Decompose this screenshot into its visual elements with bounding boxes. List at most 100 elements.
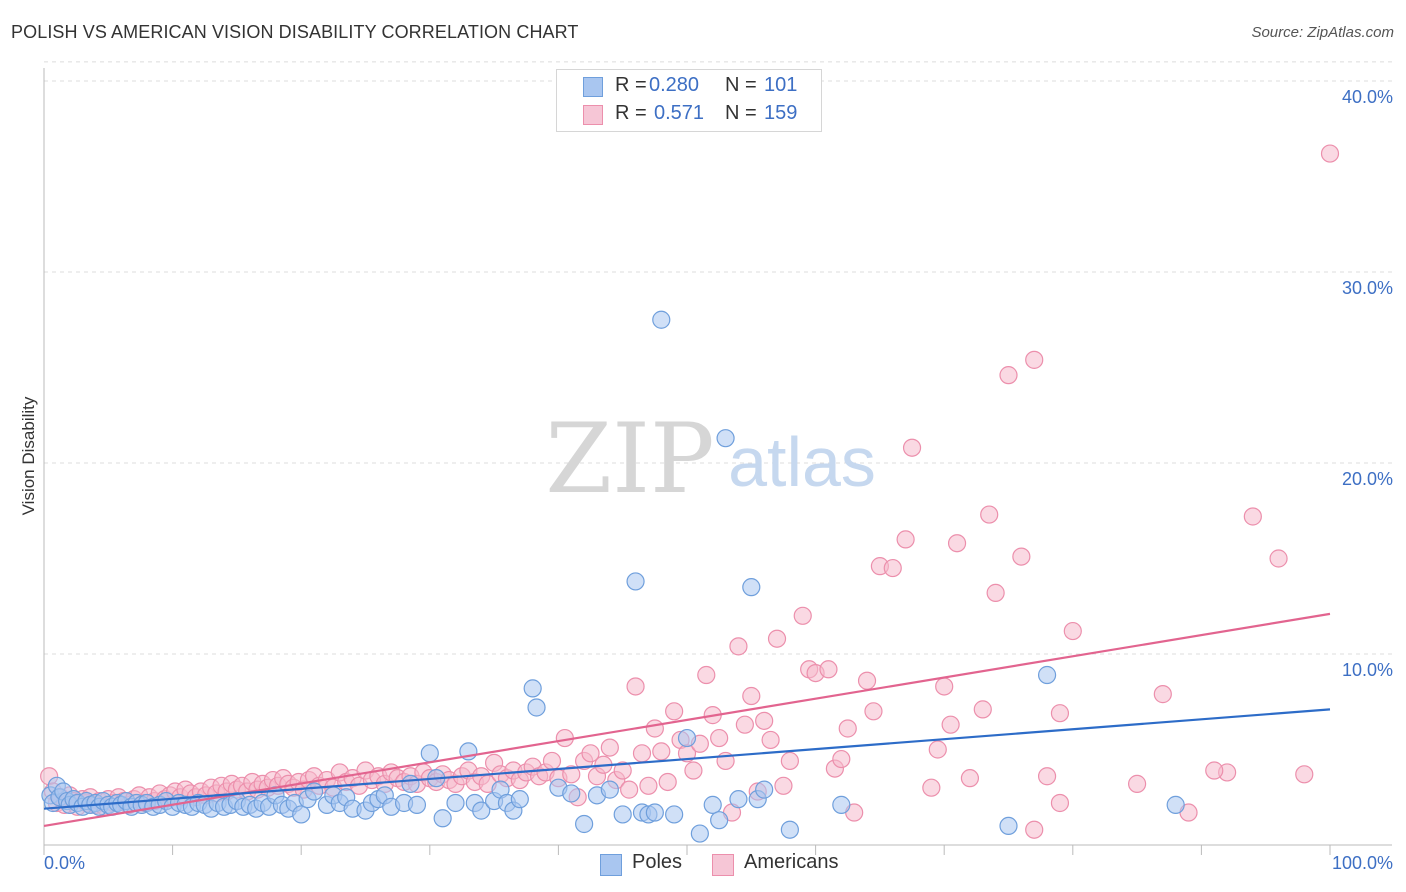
poles-point-49 bbox=[304, 782, 324, 801]
poles-point-81 bbox=[600, 780, 619, 799]
americans-point-134 bbox=[832, 749, 851, 769]
americans-point-138 bbox=[864, 702, 883, 721]
americans-point-150 bbox=[980, 505, 999, 524]
poles-point-95 bbox=[742, 578, 761, 597]
poles-point-101 bbox=[1037, 665, 1057, 685]
americans-point-155 bbox=[1037, 767, 1057, 786]
americans-point-151 bbox=[986, 583, 1005, 602]
tick-label-layer: 10.0% 20.0% 30.0% 40.0% 0.0% 100.0% bbox=[44, 87, 1393, 873]
americans-point-102 bbox=[613, 761, 632, 780]
americans-point-154 bbox=[1025, 350, 1044, 369]
poles-point-88 bbox=[665, 805, 684, 824]
americans-point-140 bbox=[883, 558, 902, 578]
americans-point-137 bbox=[857, 671, 877, 690]
americans-point-109 bbox=[658, 772, 677, 792]
poles-point-99 bbox=[832, 795, 851, 814]
americans-point-103 bbox=[620, 780, 639, 799]
americans-point-164 bbox=[1320, 144, 1340, 163]
americans-point-129 bbox=[793, 606, 812, 625]
americans-point-128 bbox=[780, 751, 799, 771]
americans-point-132 bbox=[819, 660, 838, 679]
americans-point-166 bbox=[1050, 793, 1070, 813]
legend-row-poles: R = 0.280 N = 101 bbox=[557, 72, 821, 100]
americans-point-145 bbox=[935, 677, 954, 696]
americans-point-106 bbox=[639, 776, 658, 795]
x-tick-label-1: 100.0% bbox=[1332, 853, 1393, 873]
poles-point-90 bbox=[690, 824, 709, 843]
americans-point-158 bbox=[1127, 774, 1147, 793]
poles-trend-line bbox=[43, 708, 1331, 810]
poles-point-65 bbox=[433, 809, 452, 828]
americans-point-157 bbox=[1063, 621, 1082, 641]
poles-r-value: 0.280 bbox=[649, 74, 700, 96]
stats-legend: R = 0.280 N = 101 R = 0.571 N = 159 bbox=[556, 69, 822, 132]
americans-n-value: 159 bbox=[764, 102, 798, 124]
americans-point-144 bbox=[928, 740, 947, 759]
americans-swatch bbox=[583, 105, 603, 125]
americans-point-156 bbox=[1050, 704, 1070, 723]
y-tick-label-2: 30.0% bbox=[1342, 278, 1393, 298]
americans-point-124 bbox=[755, 711, 774, 730]
watermark-atlas: atlas bbox=[728, 423, 876, 501]
americans-point-146 bbox=[941, 715, 960, 734]
bottom-americans-label: Americans bbox=[744, 851, 839, 873]
poles-point-69 bbox=[472, 801, 491, 820]
americans-point-168 bbox=[1269, 549, 1288, 568]
poles-point-74 bbox=[510, 790, 529, 809]
y-tick-label-0: 10.0% bbox=[1342, 660, 1393, 680]
poles-point-97 bbox=[755, 780, 774, 799]
americans-n-label: N = bbox=[725, 102, 757, 124]
americans-point-94 bbox=[562, 765, 581, 784]
americans-point-153 bbox=[1012, 547, 1031, 566]
poles-point-78 bbox=[562, 784, 581, 803]
poles-point-98 bbox=[780, 820, 799, 839]
poles-point-87 bbox=[652, 310, 671, 329]
americans-point-117 bbox=[710, 728, 729, 748]
americans-point-127 bbox=[774, 776, 793, 795]
americans-point-149 bbox=[973, 700, 992, 719]
poles-point-91 bbox=[703, 795, 722, 814]
americans-point-110 bbox=[665, 702, 684, 721]
americans-point-147 bbox=[947, 534, 967, 553]
americans-point-148 bbox=[960, 769, 980, 788]
americans-point-121 bbox=[735, 715, 754, 734]
poles-point-66 bbox=[446, 793, 465, 813]
poles-n-label: N = bbox=[725, 74, 757, 96]
americans-point-162 bbox=[1243, 507, 1262, 526]
bottom-poles-label: Poles bbox=[632, 851, 683, 873]
americans-point-165 bbox=[1025, 820, 1044, 839]
americans-point-122 bbox=[742, 686, 761, 706]
americans-point-152 bbox=[999, 366, 1018, 385]
poles-point-47 bbox=[292, 805, 311, 824]
watermark-zip: ZIP bbox=[545, 403, 714, 515]
americans-point-159 bbox=[1153, 685, 1172, 704]
americans-point-100 bbox=[600, 738, 619, 757]
americans-point-104 bbox=[626, 677, 645, 696]
x-tick-label-0: 0.0% bbox=[44, 853, 85, 873]
y-axis-title: Vision Disability bbox=[19, 396, 38, 515]
americans-point-107 bbox=[645, 719, 664, 738]
americans-point-126 bbox=[767, 629, 787, 648]
americans-r-value: 0.571 bbox=[654, 102, 705, 124]
poles-point-92 bbox=[710, 811, 729, 830]
poles-point-83 bbox=[626, 572, 645, 591]
americans-point-125 bbox=[761, 730, 780, 750]
poles-point-86 bbox=[645, 803, 664, 822]
bottom-poles-swatch bbox=[600, 854, 622, 876]
poles-point-61 bbox=[401, 774, 420, 793]
series-poles-points bbox=[41, 310, 1185, 843]
poles-point-89 bbox=[677, 728, 697, 748]
poles-r-label: R = bbox=[615, 74, 647, 96]
americans-trend-line bbox=[43, 612, 1331, 827]
chart-source: Source: ZipAtlas.com bbox=[1251, 24, 1394, 41]
americans-point-115 bbox=[697, 665, 716, 685]
americans-point-163 bbox=[1295, 765, 1314, 784]
poles-n-value: 101 bbox=[764, 74, 798, 96]
poles-point-62 bbox=[407, 795, 427, 814]
americans-r-label: R = bbox=[615, 102, 647, 124]
americans-point-167 bbox=[1205, 761, 1224, 780]
poles-point-102 bbox=[1166, 795, 1185, 814]
poles-point-82 bbox=[613, 805, 632, 824]
poles-swatch bbox=[583, 77, 603, 97]
